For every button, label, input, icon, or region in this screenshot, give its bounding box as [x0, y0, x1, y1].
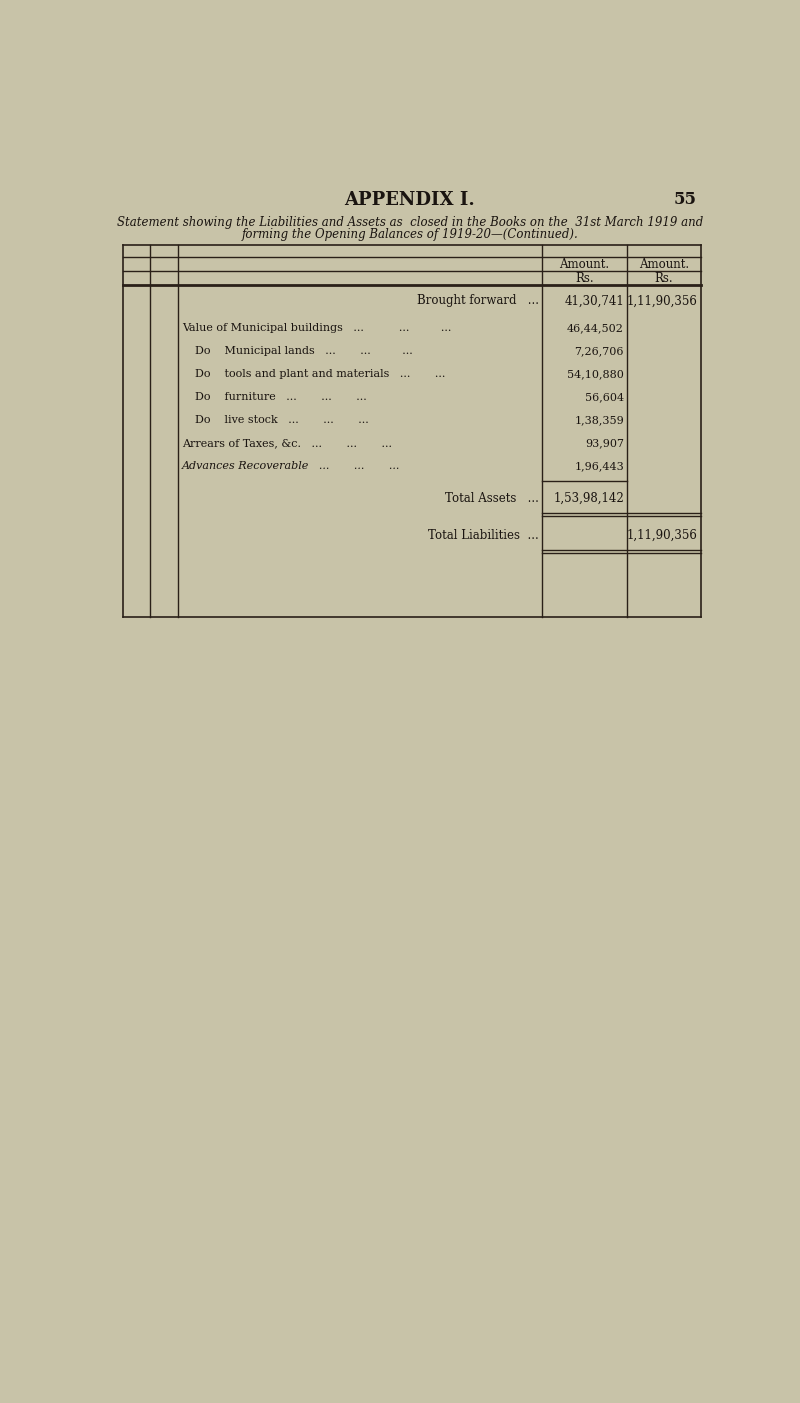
Text: Brought forward   ...: Brought forward ...	[417, 295, 538, 307]
Text: forming the Opening Balances of 1919-20—(Continued).: forming the Opening Balances of 1919-20—…	[242, 229, 578, 241]
Text: 93,907: 93,907	[585, 438, 624, 448]
Text: 1,38,359: 1,38,359	[574, 415, 624, 425]
Text: Amount.: Amount.	[559, 258, 610, 271]
Text: Amount.: Amount.	[638, 258, 689, 271]
Text: 7,26,706: 7,26,706	[574, 347, 624, 356]
Text: Total Assets   ...: Total Assets ...	[445, 492, 538, 505]
Text: Rs.: Rs.	[575, 272, 594, 285]
Text: APPENDIX I.: APPENDIX I.	[345, 191, 475, 209]
Text: 1,11,90,356: 1,11,90,356	[626, 529, 698, 542]
Text: 54,10,880: 54,10,880	[567, 369, 624, 379]
Text: Rs.: Rs.	[654, 272, 673, 285]
Text: 1,53,98,142: 1,53,98,142	[553, 492, 624, 505]
Text: Statement showing the Liabilities and Assets as  closed in the Books on the  31s: Statement showing the Liabilities and As…	[117, 216, 703, 229]
Text: Arrears of Taxes, &c.   ...       ...       ...: Arrears of Taxes, &c. ... ... ...	[182, 438, 392, 448]
Text: 1,11,90,356: 1,11,90,356	[626, 295, 698, 307]
Text: Do    tools and plant and materials   ...       ...: Do tools and plant and materials ... ...	[194, 369, 445, 379]
Text: Do    live stock   ...       ...       ...: Do live stock ... ... ...	[194, 415, 368, 425]
Text: Do    Municipal lands   ...       ...         ...: Do Municipal lands ... ... ...	[194, 347, 412, 356]
Text: Do    furniture   ...       ...       ...: Do furniture ... ... ...	[194, 391, 366, 403]
Text: 55: 55	[674, 191, 697, 209]
Text: 41,30,741: 41,30,741	[564, 295, 624, 307]
Text: 1,96,443: 1,96,443	[574, 462, 624, 471]
Text: Total Liabilities  ...: Total Liabilities ...	[428, 529, 538, 542]
Text: 56,604: 56,604	[585, 391, 624, 403]
Text: Advances Recoverable   ...       ...       ...: Advances Recoverable ... ... ...	[182, 462, 401, 471]
Text: 46,44,502: 46,44,502	[567, 323, 624, 333]
Text: Value of Municipal buildings   ...          ...         ...: Value of Municipal buildings ... ... ...	[182, 323, 451, 333]
